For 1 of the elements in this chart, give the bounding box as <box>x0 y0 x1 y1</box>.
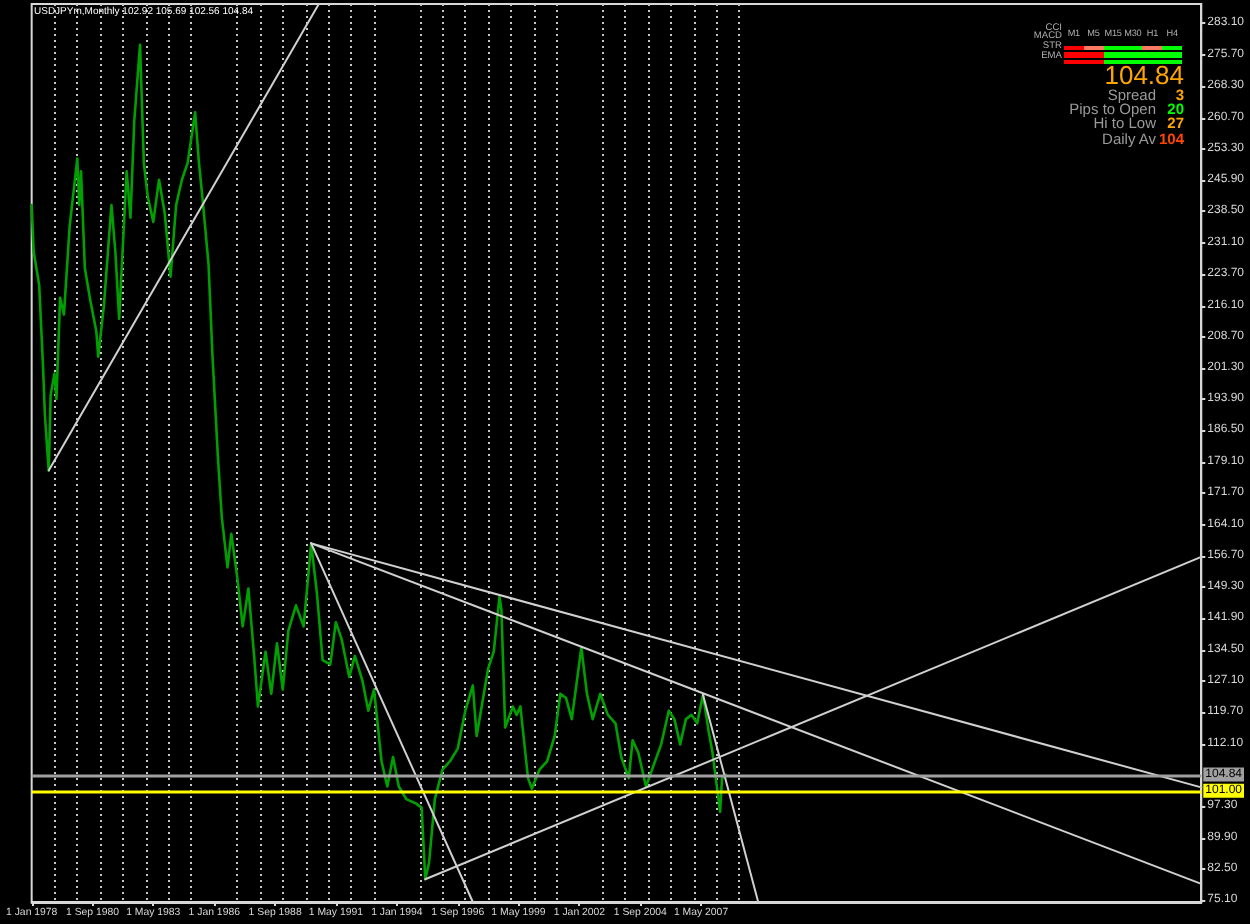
annotation: 104.84 <box>1104 60 1184 90</box>
